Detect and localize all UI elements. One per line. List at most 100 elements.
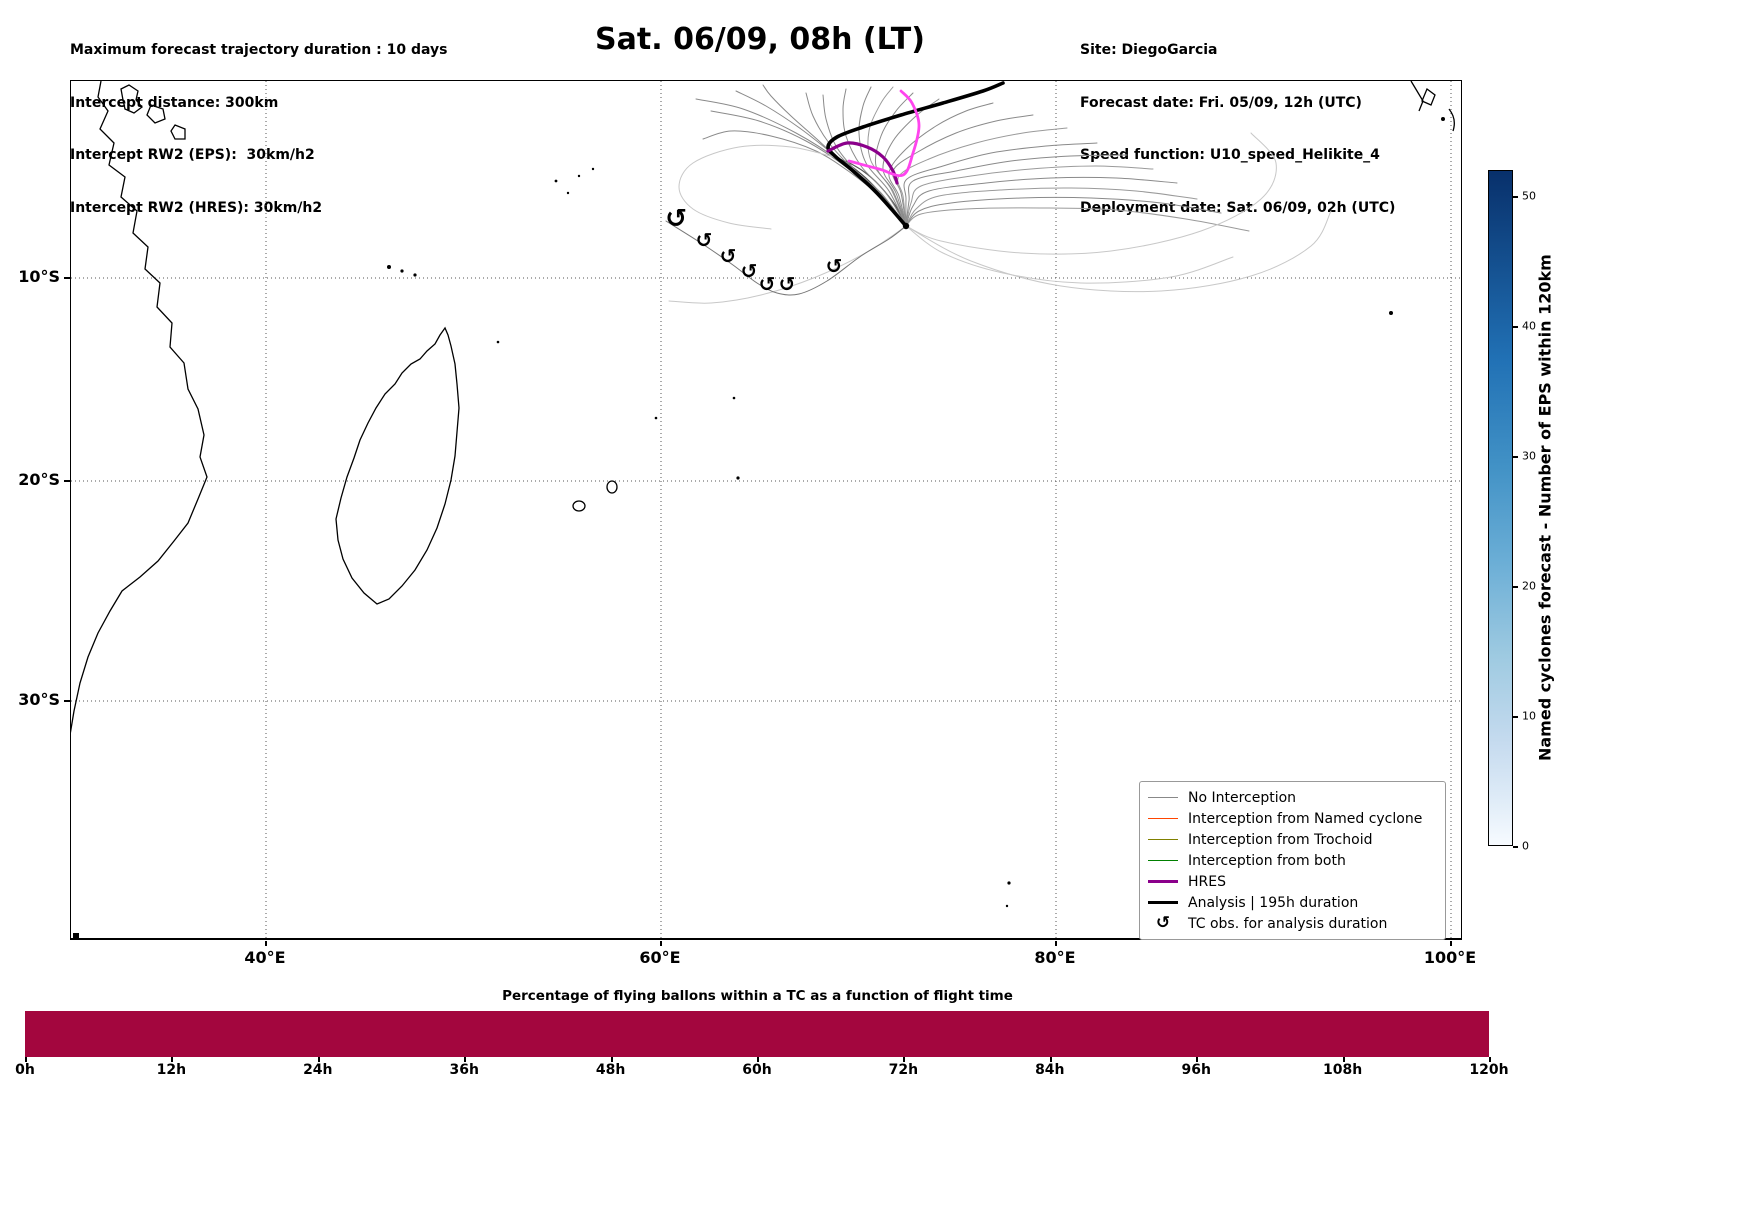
- forecast-info-block: Site: DiegoGarcia Forecast date: Fri. 05…: [1080, 7, 1395, 252]
- legend-line-sample: [1148, 879, 1178, 884]
- eps-trajectory: [905, 165, 1154, 227]
- eps-trajectory: [735, 90, 907, 227]
- info-deployment-date: Deployment date: Sat. 06/09, 02h (UTC): [1080, 199, 1396, 216]
- legend-item: ↺ TC obs. for analysis duration: [1148, 913, 1437, 934]
- legend-label: Interception from both: [1188, 852, 1346, 869]
- eps-trajectory: [905, 176, 1178, 227]
- colorbar-tick-label: 0: [1522, 839, 1529, 853]
- lat-tick: [64, 480, 70, 482]
- flight-time-tick: [757, 1057, 759, 1062]
- lat-label-30s: 30°S: [18, 690, 60, 709]
- eps-trajectory: [888, 102, 994, 227]
- legend-line-sample: [1148, 859, 1178, 862]
- eps-trajectory: [903, 142, 1098, 227]
- lon-tick: [660, 941, 662, 946]
- map-svg: ↺↺↺↺↺ ↺↺: [71, 81, 1463, 941]
- legend-item: Interception from both: [1148, 850, 1437, 871]
- coastline-layer: [71, 81, 1455, 938]
- colorbar-tick-label: 50: [1522, 189, 1536, 203]
- lon-label-100e: 100°E: [1423, 948, 1477, 967]
- eps-trajectory: [842, 88, 907, 227]
- eps-trajectory: [858, 86, 907, 227]
- bottom-chart-title: Percentage of flying ballons within a TC…: [502, 988, 1013, 1004]
- eps-trajectory: [905, 210, 1332, 293]
- colorbar: [1488, 170, 1513, 846]
- island: [146, 104, 166, 124]
- flight-time-tick-label: 12h: [156, 1062, 187, 1078]
- eps-trajectory: [905, 225, 1234, 284]
- flight-time-tick-label: 60h: [742, 1062, 772, 1078]
- grid-layer: [71, 81, 1463, 941]
- legend-line-sample: [1148, 838, 1178, 841]
- tc-observation-icon: ↺: [696, 228, 713, 252]
- observed-tc-track: [665, 220, 907, 296]
- colorbar-tick: [1513, 326, 1518, 328]
- legend-label: No Interception: [1188, 789, 1297, 806]
- flight-time-tick: [903, 1057, 906, 1062]
- flight-time-tick-label: 0h: [15, 1062, 35, 1078]
- flight-time-tick-label: 84h: [1035, 1062, 1065, 1078]
- setting-intercept-rw2-hres: Intercept RW2 (HRES): 30km/h2: [70, 199, 323, 216]
- lon-label-80e: 80°E: [1034, 948, 1076, 967]
- tc-observation-icon: ↺: [741, 259, 758, 283]
- legend-line: [1148, 817, 1178, 820]
- eps-trajectory: [702, 130, 907, 227]
- legend-line: [1148, 838, 1178, 841]
- flight-time-tick: [610, 1057, 613, 1062]
- legend-item: Interception from Named cyclone: [1148, 808, 1437, 829]
- legend-item: No Interception: [1148, 787, 1437, 808]
- analysis-track: [826, 81, 1005, 228]
- setting-intercept-rw2-eps: Intercept RW2 (EPS): 30km/h2: [70, 147, 315, 163]
- legend-label: HRES: [1188, 873, 1226, 890]
- island-reunion: [572, 500, 586, 512]
- lat-label-10s: 10°S: [18, 267, 60, 286]
- lon-label-60e: 60°E: [639, 948, 681, 967]
- coastline-africa: [71, 81, 208, 733]
- colorbar-ticks: 0 10 20 30 40 50: [1513, 170, 1558, 853]
- flight-time-tick-label: 36h: [449, 1062, 479, 1078]
- islet: [1441, 117, 1445, 121]
- eps-trajectory: [892, 114, 1034, 227]
- hres-track: [826, 141, 899, 185]
- analysis-start-marker: [902, 222, 910, 230]
- flight-time-tick-label: 72h: [888, 1062, 919, 1078]
- flight-time-tick-label: 96h: [1181, 1062, 1211, 1078]
- coastline-madagascar: [335, 326, 460, 605]
- eps-trajectory: [678, 144, 842, 230]
- eps-trajectory: [905, 187, 1198, 227]
- eps-trajectory: [897, 127, 1068, 227]
- colorbar-label: Named cyclones forecast - Number of EPS …: [1535, 254, 1555, 762]
- tc-observation-icon: ↺: [779, 272, 796, 296]
- lat-label-20s: 20°S: [18, 470, 60, 489]
- colorbar-tick: [1513, 716, 1518, 718]
- colorbar-tick-label: 10: [1522, 709, 1536, 723]
- lon-tick: [1055, 941, 1057, 946]
- info-site: Site: DiegoGarcia: [1080, 42, 1218, 58]
- flight-time-tick: [171, 1057, 174, 1062]
- legend-line-sample: [1148, 796, 1178, 799]
- legend-line: [1148, 900, 1178, 905]
- eps-control-track: [847, 89, 921, 178]
- lon-tick: [1450, 941, 1452, 946]
- eps-trajectory: [905, 154, 1128, 227]
- island: [170, 124, 186, 140]
- info-forecast-date: Forecast date: Fri. 05/09, 12h (UTC): [1080, 94, 1362, 111]
- tc-percentage-bar: [25, 1011, 1489, 1057]
- lat-tick: [64, 700, 70, 702]
- lon-label-40e: 40°E: [244, 948, 286, 967]
- run-settings-block: Maximum forecast trajectory duration : 1…: [70, 7, 447, 252]
- legend-item: HRES: [1148, 871, 1437, 892]
- trajectory-layer: ↺↺↺↺↺ ↺↺: [665, 81, 1332, 304]
- tc-observation-icon: ↺: [665, 204, 687, 234]
- legend-label: Interception from Trochoid: [1188, 831, 1373, 848]
- legend-line: [1148, 796, 1178, 799]
- eps-trajectory: [905, 132, 1277, 255]
- legend-items: No Interception Interception from Named c…: [1148, 787, 1437, 934]
- tc-observation-icon: ↺: [720, 244, 737, 268]
- flight-time-tick: [317, 1057, 320, 1062]
- tc-observation-icon: ↺: [826, 254, 843, 278]
- legend-line-sample: [1148, 900, 1178, 905]
- coastline-corner: [1410, 81, 1424, 112]
- lon-tick: [265, 941, 267, 946]
